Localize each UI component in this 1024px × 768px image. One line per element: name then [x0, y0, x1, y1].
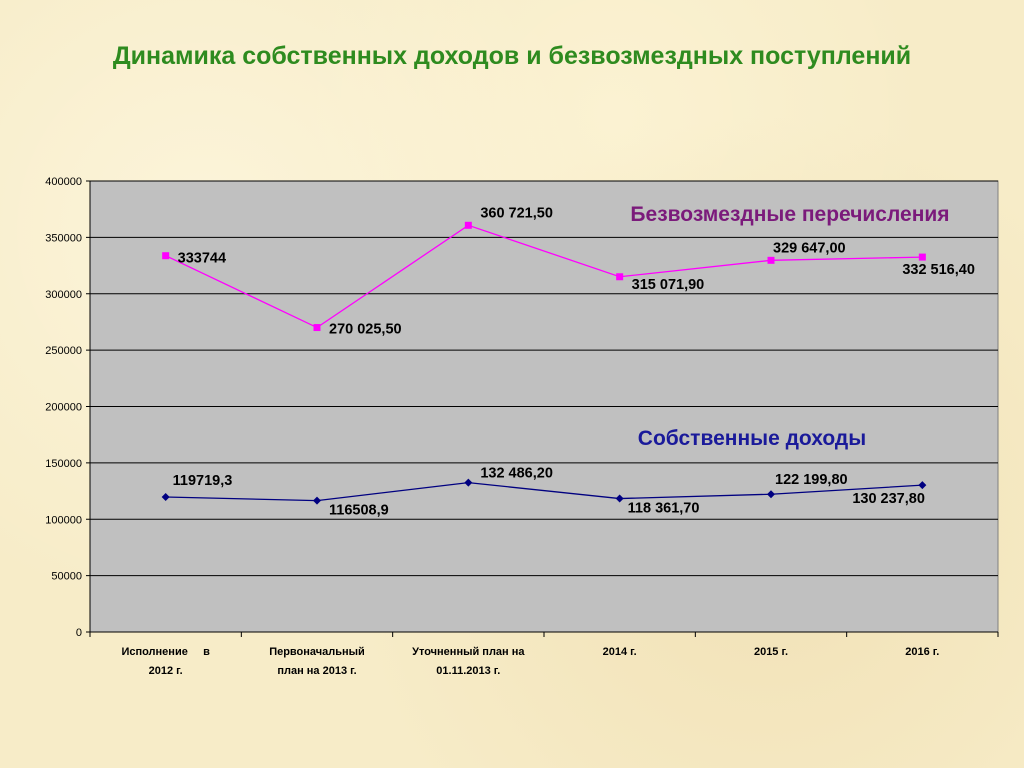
data-point	[313, 496, 321, 505]
y-tick-label: 250000	[45, 345, 82, 357]
data-label: 315 071,90	[632, 277, 705, 293]
x-tick-label-line: 2016 г.	[905, 646, 939, 658]
y-tick-label: 150000	[45, 458, 82, 470]
y-tick-label: 0	[76, 627, 82, 639]
data-point	[918, 481, 927, 490]
x-tick-label-line: Первоначальный	[269, 646, 365, 658]
data-point	[616, 273, 624, 281]
x-tick-label-line: Уточненный план на	[412, 646, 525, 658]
x-tick-label-line: план на 2013 г.	[277, 665, 356, 677]
series-line	[165, 224, 923, 329]
data-label: 333744	[178, 251, 226, 267]
series-name-label: Безвозмездные перечисления	[630, 203, 949, 226]
data-label: 360 721,50	[480, 205, 553, 221]
data-point	[313, 324, 321, 332]
data-point	[162, 252, 170, 260]
data-label: 116508,9	[329, 503, 389, 519]
data-label: 130 237,80	[852, 491, 925, 507]
x-tick-label: 2015 г.	[754, 646, 788, 658]
y-tick-label: 350000	[45, 232, 82, 244]
x-tick-label-line: 01.11.2013 г.	[436, 665, 500, 677]
y-tick-label: 100000	[45, 514, 82, 526]
data-point	[767, 256, 775, 264]
y-tick-label: 50000	[51, 571, 82, 583]
x-tick-label-line: 2015 г.	[754, 646, 788, 658]
x-tick-label-line: 2012 г.	[149, 665, 183, 677]
data-point	[918, 253, 926, 261]
data-label: 270 025,50	[329, 322, 402, 338]
x-tick-label: 2014 г.	[603, 646, 637, 658]
page-title: Динамика собственных доходов и безвозмез…	[112, 42, 912, 70]
data-point	[767, 490, 775, 499]
data-label: 119719,3	[173, 473, 233, 489]
data-point	[161, 493, 170, 502]
series-line	[165, 481, 923, 502]
data-label: 118 361,70	[628, 501, 700, 517]
x-tick-label: Уточненный план на 01.11.2013 г.	[412, 646, 525, 677]
data-label: 329 647,00	[773, 240, 846, 256]
x-tick-label-line: Исполнение в	[121, 646, 210, 658]
data-label: 122 199,80	[775, 472, 848, 488]
data-point	[464, 478, 473, 487]
data-label: 332 516,40	[902, 262, 975, 278]
data-label: 132 486,20	[480, 466, 553, 482]
data-point	[464, 221, 472, 229]
y-tick-label: 300000	[45, 289, 82, 301]
x-tick-label: 2016 г.	[905, 646, 939, 658]
series-name-label: Собственные доходы	[638, 427, 866, 450]
y-tick-label: 200000	[45, 402, 82, 414]
x-tick-label-line: 2014 г.	[603, 646, 637, 658]
y-tick-label: 400000	[45, 176, 82, 188]
x-tick-label: Первоначальный план на 2013 г.	[269, 646, 365, 677]
data-point	[615, 494, 624, 503]
x-tick-label: Исполнение в 2012 г.	[121, 646, 210, 677]
